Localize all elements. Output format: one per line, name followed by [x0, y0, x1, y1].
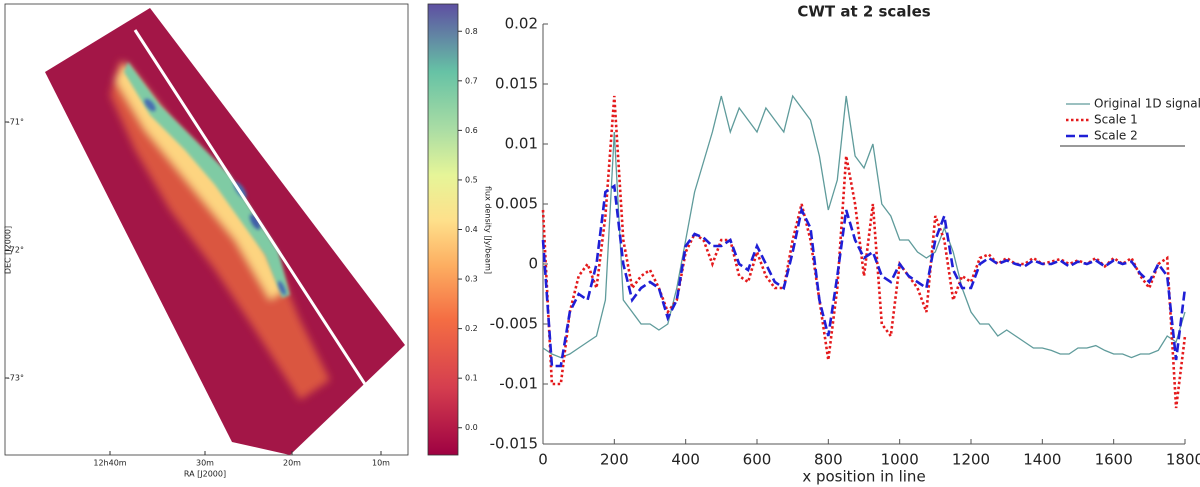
x-tick-label: 30m	[196, 459, 214, 468]
x-tick-label: 12h40m	[93, 459, 126, 468]
y-tick-label: -71°	[7, 118, 24, 127]
colorbar-tick-label: 0.1	[465, 374, 478, 383]
x-tick-label: 1600	[1095, 451, 1133, 469]
x-tick-label: 1000	[881, 451, 919, 469]
legend-label: Scale 1	[1094, 113, 1138, 127]
y-tick-label: 0	[528, 255, 538, 273]
x-tick-label: 400	[671, 451, 700, 469]
y-tick-label: 0.015	[495, 75, 538, 93]
legend-label: Original 1D signal	[1094, 97, 1200, 111]
colorbar-tick-label: 0.2	[465, 324, 478, 333]
colorbar-tick-label: 0.6	[465, 126, 478, 135]
colorbar	[427, 3, 459, 456]
x-axis-label: RA [J2000]	[184, 470, 226, 479]
legend-label: Scale 2	[1094, 129, 1138, 143]
line-series	[542, 94, 1186, 359]
line-series	[541, 95, 1187, 409]
colorbar-tick-label: 0.3	[465, 275, 478, 284]
colorbar-tick-label: 0.0	[465, 423, 478, 432]
y-tick-label: -0.015	[490, 435, 538, 453]
colorbar-label: flux density [Jy/beam]	[484, 186, 493, 274]
x-axis-label: x position in line	[802, 468, 925, 486]
x-tick-label: 0	[538, 451, 548, 469]
y-tick-label: 0.005	[495, 195, 538, 213]
x-tick-label: 10m	[372, 459, 390, 468]
x-tick-label: 1200	[952, 451, 990, 469]
y-tick-label: 0.02	[505, 15, 538, 33]
x-tick-label: 600	[743, 451, 772, 469]
x-tick-label: 20m	[283, 459, 301, 468]
colorbar-tick-label: 0.5	[465, 175, 478, 184]
cut-line	[133, 29, 374, 396]
y-tick-label: -0.005	[490, 315, 538, 333]
x-tick-label: 1800	[1166, 451, 1200, 469]
x-tick-label: 1400	[1023, 451, 1061, 469]
colorbar-tick-label: 0.8	[465, 27, 478, 36]
colorbar-tick-label: 0.7	[465, 76, 478, 85]
x-tick-label: 200	[600, 451, 629, 469]
chart-title: CWT at 2 scales	[797, 3, 930, 21]
y-tick-label: -73°	[7, 374, 24, 383]
y-tick-label: -0.01	[499, 375, 538, 393]
colorbar-tick-label: 0.4	[465, 225, 478, 234]
y-tick-label: 0.01	[505, 135, 538, 153]
x-tick-label: 800	[814, 451, 843, 469]
line-series	[541, 183, 1187, 368]
y-tick-label: -72°	[7, 246, 24, 255]
